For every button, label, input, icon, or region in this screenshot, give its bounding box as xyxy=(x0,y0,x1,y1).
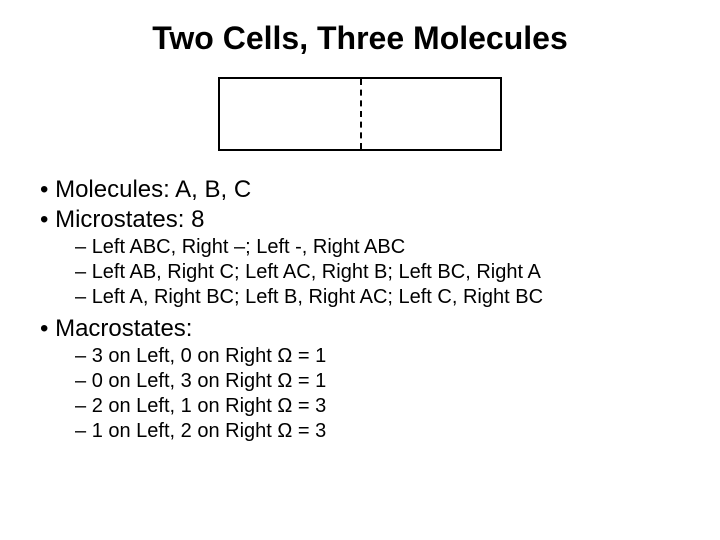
page-title: Two Cells, Three Molecules xyxy=(30,20,690,57)
bullet-macrostates: Macrostates: xyxy=(40,315,690,343)
sub-item: Left A, Right BC; Left B, Right AC; Left… xyxy=(75,286,690,309)
cell-divider xyxy=(360,79,362,149)
macrostates-sublist: 3 on Left, 0 on Right Ω = 1 0 on Left, 3… xyxy=(40,345,690,443)
bullet-molecules: Molecules: A, B, C xyxy=(40,176,690,204)
sub-item: Left ABC, Right –; Left -, Right ABC xyxy=(75,236,690,259)
sub-item: 2 on Left, 1 on Right Ω = 3 xyxy=(75,395,690,418)
microstates-sublist: Left ABC, Right –; Left -, Right ABC Lef… xyxy=(40,236,690,309)
sub-item: 3 on Left, 0 on Right Ω = 1 xyxy=(75,345,690,368)
bullet-microstates: Microstates: 8 xyxy=(40,206,690,234)
sub-item: 1 on Left, 2 on Right Ω = 3 xyxy=(75,420,690,443)
sub-item: Left AB, Right C; Left AC, Right B; Left… xyxy=(75,261,690,284)
bullet-list: Molecules: A, B, C Microstates: 8 Left A… xyxy=(30,176,690,443)
slide: Two Cells, Three Molecules Molecules: A,… xyxy=(0,0,720,469)
cells-diagram xyxy=(218,77,502,151)
sub-item: 0 on Left, 3 on Right Ω = 1 xyxy=(75,370,690,393)
